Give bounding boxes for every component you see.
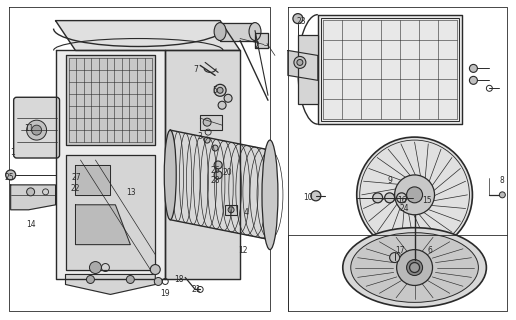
Text: 26: 26	[210, 166, 220, 175]
Text: 15: 15	[423, 196, 432, 205]
Ellipse shape	[351, 233, 478, 302]
Bar	[200, 115, 222, 130]
Polygon shape	[170, 130, 270, 240]
Polygon shape	[66, 155, 155, 269]
Circle shape	[410, 262, 420, 273]
Polygon shape	[288, 51, 318, 80]
Circle shape	[390, 252, 399, 262]
Polygon shape	[255, 33, 268, 49]
Ellipse shape	[262, 140, 278, 250]
Circle shape	[6, 170, 15, 180]
Polygon shape	[75, 165, 110, 195]
Circle shape	[214, 161, 222, 169]
Ellipse shape	[343, 228, 487, 307]
Text: 18: 18	[174, 276, 184, 284]
Circle shape	[218, 101, 226, 109]
Circle shape	[31, 125, 42, 135]
Polygon shape	[318, 15, 462, 124]
Circle shape	[126, 276, 134, 284]
Text: 25: 25	[5, 173, 14, 182]
Circle shape	[228, 207, 234, 213]
Text: 7: 7	[193, 65, 198, 75]
Circle shape	[395, 175, 434, 215]
Polygon shape	[56, 51, 165, 279]
Polygon shape	[220, 23, 255, 41]
Text: 20: 20	[222, 168, 232, 177]
Circle shape	[204, 137, 210, 143]
Bar	[225, 205, 237, 215]
Circle shape	[203, 118, 211, 126]
Circle shape	[470, 76, 477, 84]
Circle shape	[384, 193, 395, 203]
Polygon shape	[56, 20, 240, 51]
Text: 24: 24	[399, 204, 409, 213]
Text: 17: 17	[396, 246, 405, 255]
Circle shape	[357, 137, 473, 252]
Circle shape	[499, 192, 505, 198]
Circle shape	[373, 193, 383, 203]
Circle shape	[224, 94, 232, 102]
Circle shape	[311, 191, 321, 201]
Text: 16: 16	[398, 196, 407, 205]
Circle shape	[407, 260, 423, 276]
Circle shape	[470, 64, 477, 72]
Ellipse shape	[214, 23, 226, 41]
Text: 11: 11	[25, 124, 34, 133]
Polygon shape	[165, 51, 240, 279]
Circle shape	[294, 56, 306, 68]
Circle shape	[214, 84, 226, 96]
Circle shape	[89, 261, 102, 274]
Text: 23: 23	[297, 17, 307, 26]
Text: 27: 27	[72, 173, 81, 182]
Circle shape	[407, 187, 423, 203]
Circle shape	[217, 87, 223, 93]
Polygon shape	[75, 205, 131, 244]
Circle shape	[27, 188, 35, 196]
Text: 6: 6	[428, 246, 432, 255]
Circle shape	[87, 276, 94, 284]
Text: 1: 1	[11, 148, 15, 157]
Text: 21: 21	[191, 285, 201, 294]
Circle shape	[214, 171, 222, 179]
Text: 13: 13	[126, 188, 136, 197]
Text: 3: 3	[197, 132, 202, 141]
Text: 9: 9	[388, 176, 393, 185]
Ellipse shape	[249, 23, 261, 41]
Text: 12: 12	[238, 246, 248, 255]
FancyBboxPatch shape	[13, 97, 59, 158]
Polygon shape	[11, 185, 56, 210]
Circle shape	[297, 60, 303, 65]
Circle shape	[293, 14, 303, 24]
Text: 19: 19	[160, 289, 170, 299]
Bar	[298, 35, 318, 104]
Circle shape	[150, 265, 160, 275]
Circle shape	[397, 193, 407, 203]
Text: 5: 5	[212, 86, 217, 95]
Text: 14: 14	[27, 220, 36, 229]
Ellipse shape	[164, 130, 176, 220]
Circle shape	[212, 145, 218, 151]
Circle shape	[154, 277, 162, 285]
Circle shape	[397, 250, 432, 285]
Bar	[321, 18, 459, 121]
Text: 4: 4	[244, 208, 249, 217]
Polygon shape	[66, 275, 155, 294]
Text: 2: 2	[254, 41, 259, 50]
Circle shape	[27, 120, 46, 140]
Text: 10: 10	[303, 193, 313, 202]
Text: 8: 8	[499, 176, 504, 185]
Text: 22: 22	[71, 184, 80, 193]
Text: 28: 28	[210, 176, 220, 185]
Polygon shape	[66, 55, 155, 145]
